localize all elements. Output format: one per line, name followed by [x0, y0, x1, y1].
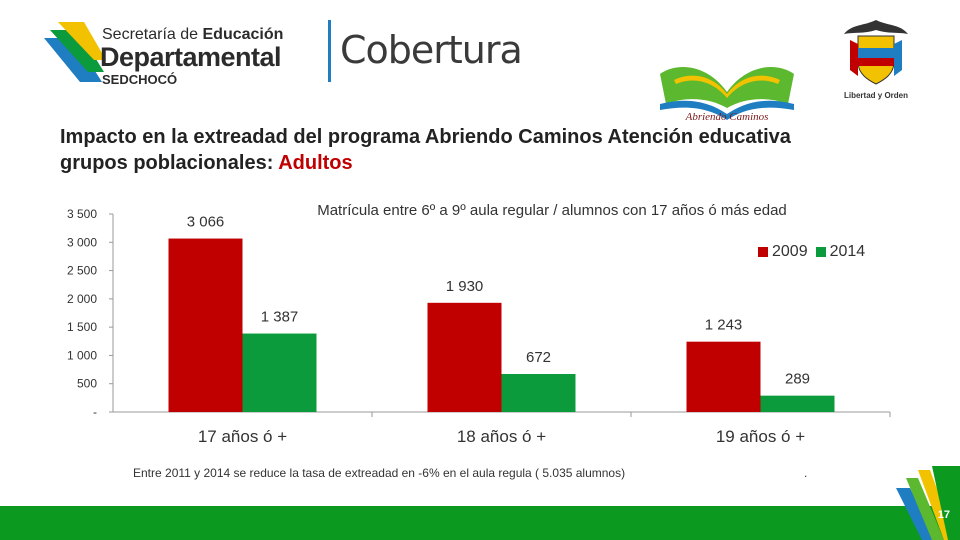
x-tick-label: 17 años ó + — [198, 427, 287, 446]
logo-org-line3: SEDCHOCÓ — [102, 72, 178, 87]
x-tick-label: 19 años ó + — [716, 427, 805, 446]
colombia-crest-icon: Libertad y Orden — [844, 20, 908, 100]
bar-2014-2 — [760, 395, 835, 412]
slide-title: Impacto en la extreadad del programa Abr… — [60, 126, 791, 174]
y-tick-label: 3 000 — [67, 235, 97, 249]
section-title: Cobertura — [340, 28, 523, 72]
bar-2014-1 — [501, 373, 576, 412]
chart-title: Matrícula entre 6º a 9º aula regular / a… — [317, 202, 787, 219]
abriendo-caminos-logo: Abriendo Caminos — [660, 67, 794, 123]
svg-text:Abriendo Caminos: Abriendo Caminos — [685, 111, 769, 123]
footer-bar — [0, 506, 960, 540]
y-tick-label: 1 500 — [67, 320, 97, 334]
bar-2009-0 — [168, 238, 243, 412]
bar-chart: - 500 1 000 1 500 2 000 2 500 3 000 3 500 3 066 1… — [67, 207, 891, 446]
bar-2009-2 — [686, 341, 761, 412]
svg-text:Libertad y Orden: Libertad y Orden — [844, 91, 908, 100]
data-label: 1 930 — [446, 278, 484, 295]
x-tick-label: 18 años ó + — [457, 427, 546, 446]
bar-2014-0 — [242, 333, 317, 412]
y-tick-label: - — [93, 405, 97, 419]
legend-swatch-2009 — [758, 247, 768, 257]
legend-swatch-2014 — [815, 247, 826, 257]
logo-org-line2: Departamental — [100, 42, 282, 72]
data-label: 289 — [785, 371, 810, 388]
y-tick-label: 1 000 — [67, 348, 97, 362]
chart-footnote: Entre 2011 y 2014 se reduce la tasa de e… — [133, 466, 626, 480]
bar-2009-1 — [427, 302, 502, 412]
logo-divider — [328, 20, 331, 82]
legend-label-2014: 2014 — [829, 243, 866, 260]
chart-legend: 2009 2014 — [758, 243, 873, 261]
legend-label-2009: 2009 — [772, 243, 808, 260]
y-tick-label: 2 000 — [67, 292, 97, 306]
corner-stripes-icon — [896, 466, 960, 540]
data-label: 672 — [526, 349, 551, 366]
y-tick-label: 3 500 — [67, 207, 97, 221]
page-number: 17 — [937, 509, 950, 521]
legend-item-2009: 2009 — [758, 243, 808, 261]
logo-stripes-icon — [44, 22, 106, 82]
data-label: 1 387 — [261, 309, 299, 326]
data-label: 1 243 — [705, 317, 743, 334]
sedchoco-logo: Secretaría de Educación Departamental SE… — [40, 16, 523, 87]
y-tick-label: 500 — [77, 377, 97, 391]
logo-org-line1: Secretaría de Educación — [102, 26, 284, 43]
data-label: 3 066 — [187, 214, 225, 231]
chart-footnote-end: . — [804, 466, 808, 480]
y-tick-label: 2 500 — [67, 264, 97, 278]
legend-item-2014: 2014 — [815, 243, 866, 261]
slide-title-accent: Adultos — [278, 152, 353, 174]
